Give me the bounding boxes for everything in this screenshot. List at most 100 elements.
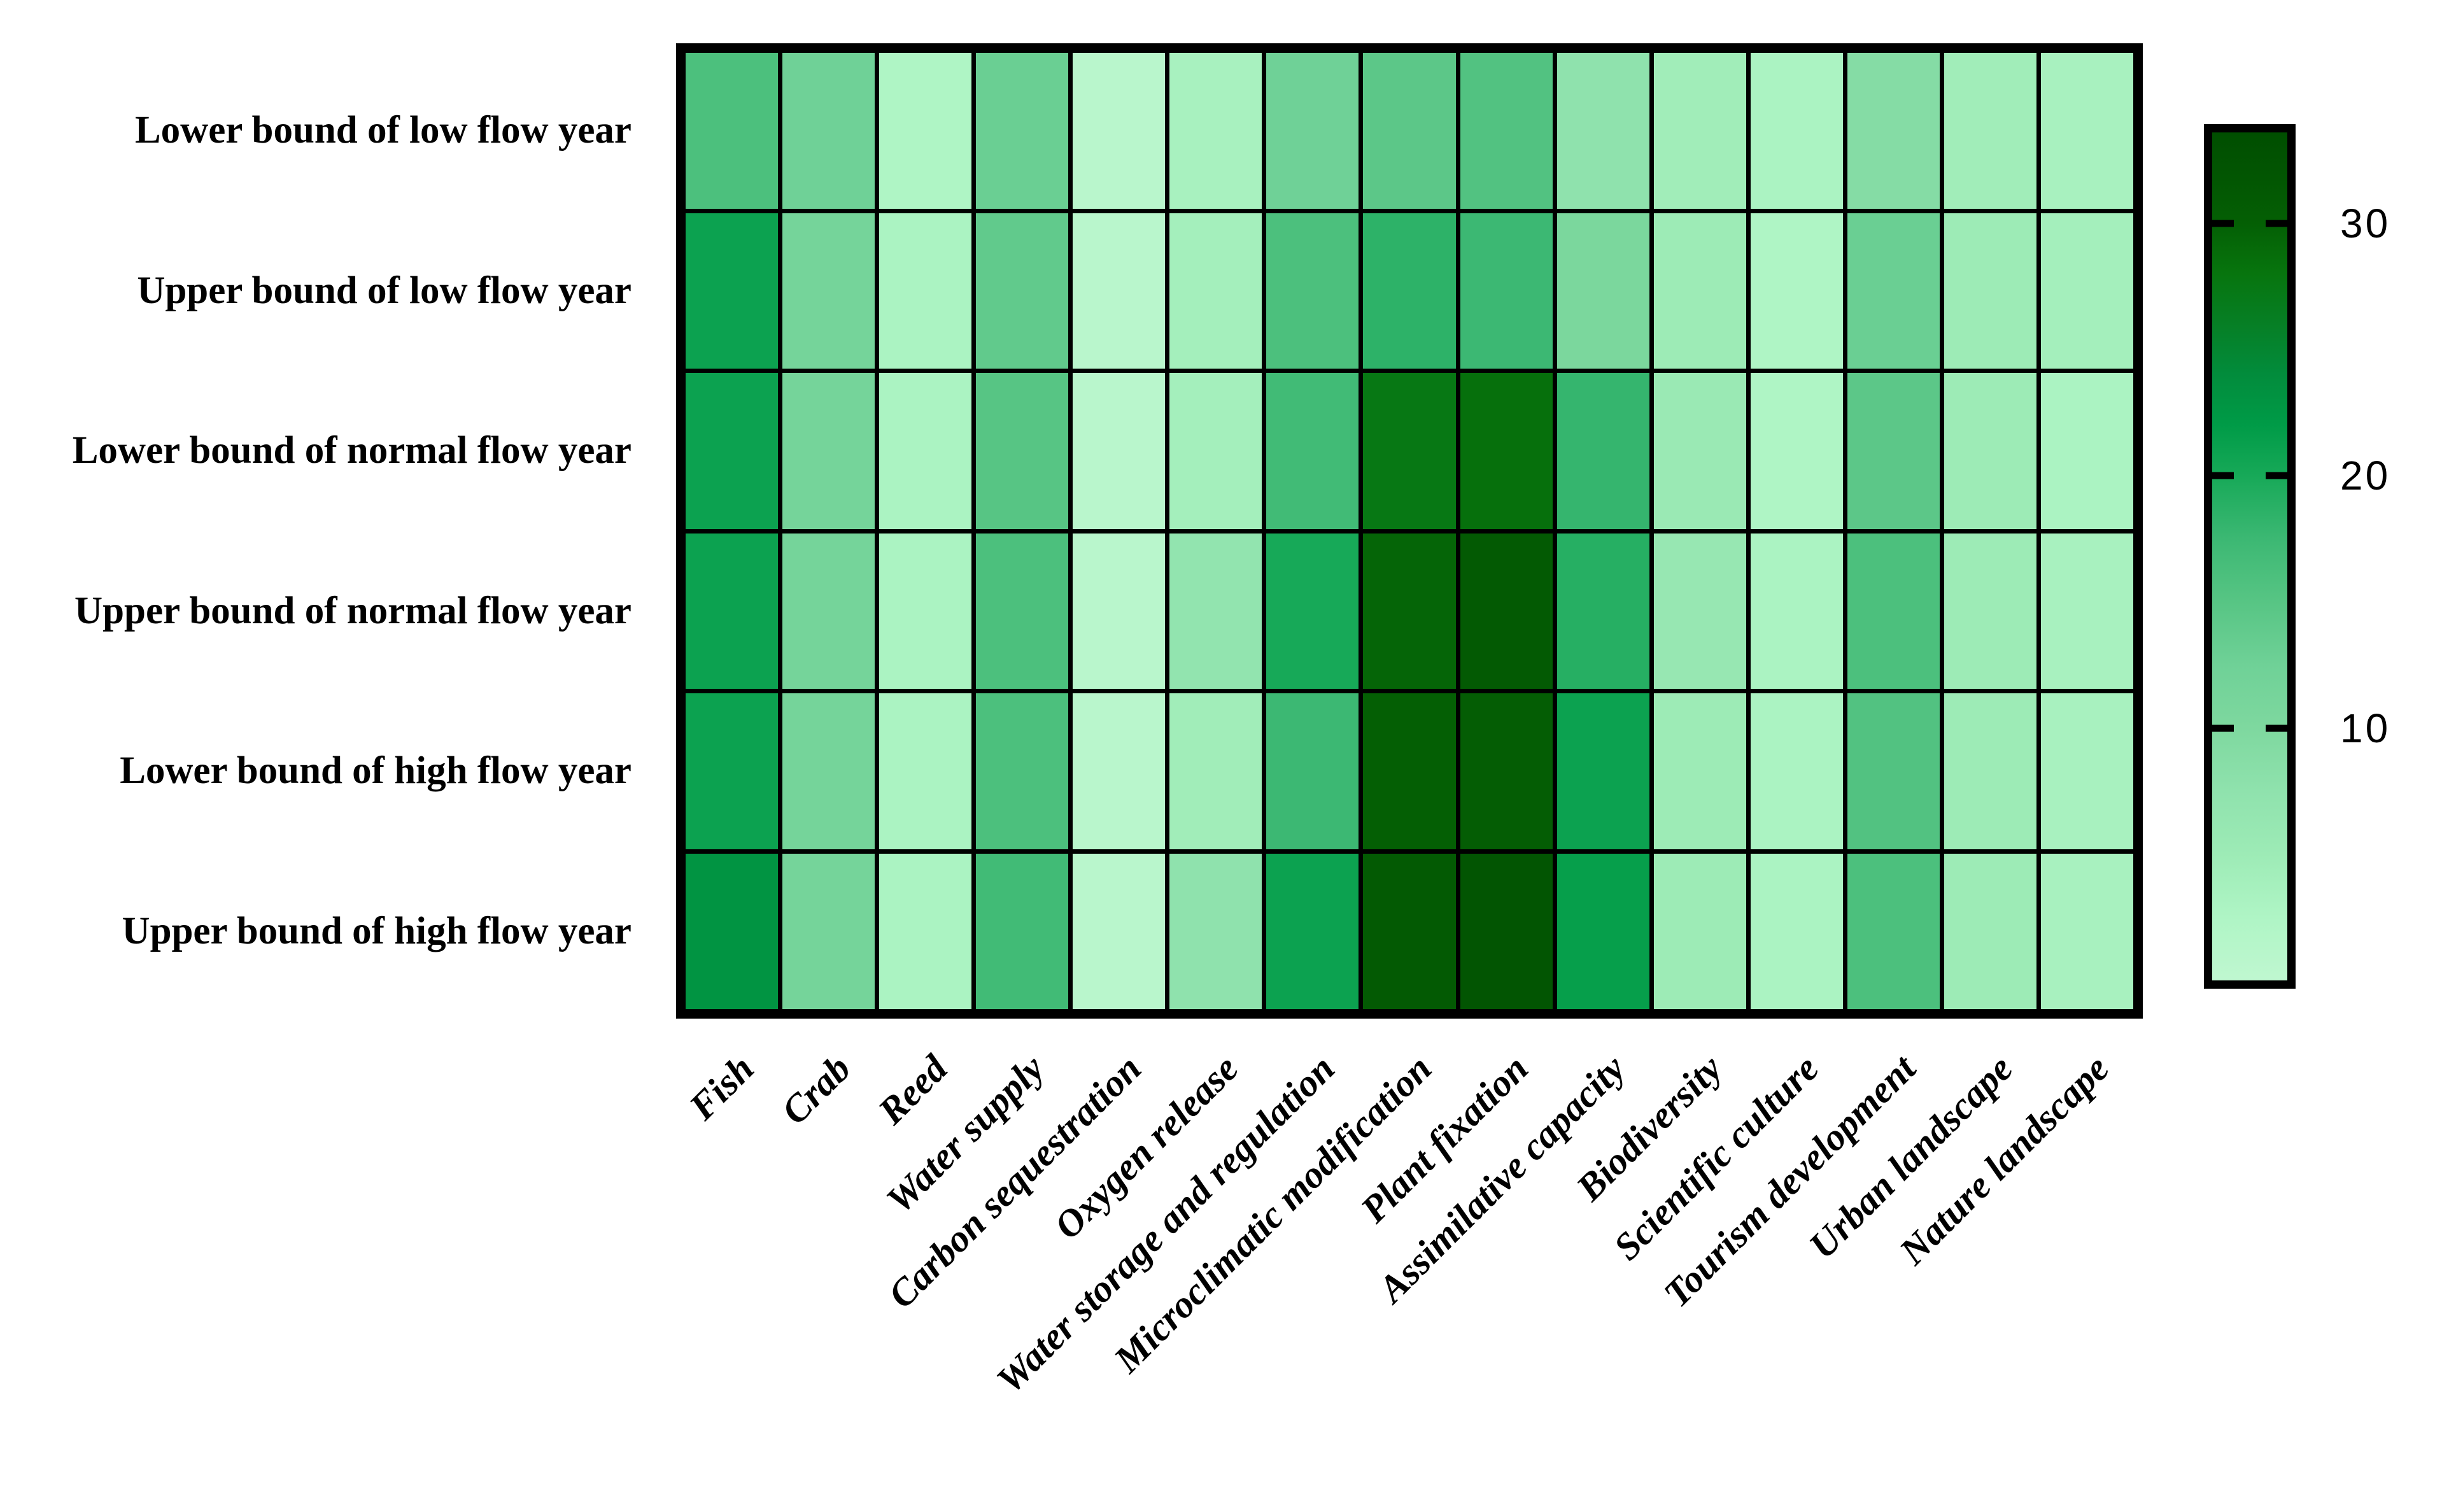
heatmap-cell [879, 533, 972, 689]
heatmap-cell [1073, 53, 1166, 209]
heatmap-cell [1750, 533, 1843, 689]
heatmap-cell [879, 373, 972, 529]
heatmap-cell [1847, 373, 1940, 529]
heatmap-cell [1556, 533, 1649, 689]
heatmap-cell [1363, 213, 1456, 369]
row-axis-label: Upper bound of low flow year [137, 269, 632, 312]
heatmap-cell [1073, 533, 1166, 689]
heatmap-cell [1847, 53, 1940, 209]
heatmap-cell [1460, 373, 1553, 529]
heatmap-cell [1073, 213, 1166, 369]
heatmap-cell [1169, 53, 1262, 209]
heatmap-cell [976, 213, 1069, 369]
heatmap-cell [1073, 373, 1166, 529]
heatmap-cell [782, 853, 875, 1009]
heatmap-cell [1750, 373, 1843, 529]
heatmap-cell [686, 53, 779, 209]
colorbar-tick-mark [2212, 472, 2234, 479]
heatmap-cell [1556, 373, 1649, 529]
heatmap-cell [1073, 853, 1166, 1009]
heatmap-cell [1750, 53, 1843, 209]
heatmap-cell [782, 213, 875, 369]
heatmap-cell [1653, 533, 1746, 689]
heatmap-cell [782, 373, 875, 529]
heatmap-cell [686, 213, 779, 369]
heatmap-cell [1460, 853, 1553, 1009]
heatmap-cell [1460, 53, 1553, 209]
heatmap-cell [1653, 853, 1746, 1009]
heatmap-cell [1460, 693, 1553, 849]
row-axis-label: Lower bound of high flow year [120, 749, 632, 793]
heatmap-cell [1944, 853, 2036, 1009]
heatmap-cell [976, 693, 1069, 849]
heatmap-cell [2040, 213, 2133, 369]
heatmap-cell [686, 853, 779, 1009]
colorbar-gradient [2212, 132, 2287, 980]
heatmap-cell [1460, 213, 1553, 369]
heatmap-cell [879, 853, 972, 1009]
heatmap-cell [1266, 373, 1359, 529]
heatmap-cell [782, 693, 875, 849]
heatmap-cell [1169, 213, 1262, 369]
colorbar-tick-mark [2266, 220, 2287, 227]
heatmap-cell [1460, 533, 1553, 689]
row-axis-label: Upper bound of normal flow year [74, 589, 632, 632]
heatmap-cell [1556, 53, 1649, 209]
heatmap-cell [2040, 373, 2133, 529]
heatmap-cell [1847, 213, 1940, 369]
column-axis-label: Fish [681, 1047, 762, 1128]
heatmap-cell [1944, 373, 2036, 529]
heatmap-cell [1266, 693, 1359, 849]
colorbar-tick-mark [2266, 724, 2287, 732]
heatmap-cell [1847, 533, 1940, 689]
heatmap-cell [1266, 213, 1359, 369]
heatmap-cell [2040, 853, 2133, 1009]
heatmap-cell [1073, 693, 1166, 849]
heatmap-cell [1944, 53, 2036, 209]
heatmap-cell [1169, 533, 1262, 689]
row-axis-label: Upper bound of high flow year [122, 909, 632, 952]
colorbar-tick-mark [2212, 220, 2234, 227]
heatmap-cell [686, 373, 779, 529]
row-axis-label: Lower bound of low flow year [134, 109, 632, 152]
colorbar-tick-label: 30 [2340, 200, 2391, 246]
heatmap-cell [1169, 373, 1262, 529]
heatmap-cell [1363, 853, 1456, 1009]
heatmap-cell [1266, 853, 1359, 1009]
heatmap-cell [1750, 693, 1843, 849]
heatmap-cell [1363, 373, 1456, 529]
heatmap-cell [976, 533, 1069, 689]
heatmap-cell [976, 373, 1069, 529]
heatmap-cell [1653, 373, 1746, 529]
heatmap-cell [2040, 693, 2133, 849]
heatmap-cell [1363, 53, 1456, 209]
heatmap-cell [1847, 853, 1940, 1009]
colorbar [2204, 124, 2296, 989]
heatmap-cell [1750, 853, 1843, 1009]
heatmap-cell [782, 533, 875, 689]
colorbar-tick-label: 20 [2340, 453, 2391, 499]
heatmap-cell [1169, 853, 1262, 1009]
heatmap-cell [976, 853, 1069, 1009]
heatmap-cell [1556, 213, 1649, 369]
heatmap-cell [686, 533, 779, 689]
heatmap-cell [879, 53, 972, 209]
heatmap-cell [1653, 693, 1746, 849]
colorbar-tick-mark [2212, 724, 2234, 732]
heatmap-cell [1169, 693, 1262, 849]
heatmap-cell [1944, 693, 2036, 849]
heatmap-cell [1266, 53, 1359, 209]
heatmap-cell [1556, 853, 1649, 1009]
heatmap-cell [879, 693, 972, 849]
heatmap-cell [686, 693, 779, 849]
column-axis-label: Reed [870, 1047, 956, 1133]
heatmap-cell [1847, 693, 1940, 849]
colorbar-tick-label: 10 [2340, 705, 2391, 751]
heatmap-cell [1653, 53, 1746, 209]
heatmap-cell [1750, 213, 1843, 369]
heatmap-cell [1944, 213, 2036, 369]
colorbar-tick-mark [2266, 472, 2287, 479]
heatmap-grid [676, 43, 2143, 1019]
heatmap-cell [782, 53, 875, 209]
